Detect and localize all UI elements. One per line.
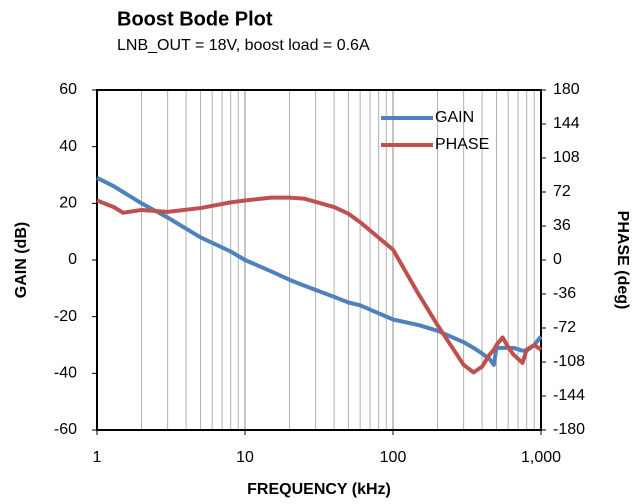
y-axis-label: GAIN (dB)	[13, 222, 30, 298]
y-tick-label: -60	[54, 421, 77, 438]
chart-subtitle: LNB_OUT = 18V, boost load = 0.6A	[117, 37, 370, 54]
y2-tick-label: 36	[553, 217, 571, 234]
x-axis-label: FREQUENCY (kHz)	[247, 481, 391, 498]
x-tick-label: 1	[93, 449, 102, 466]
y2-tick-label: -144	[553, 387, 585, 404]
y-tick-label: 20	[59, 195, 77, 212]
y2-tick-label: 108	[553, 149, 580, 166]
y-tick-label: -40	[54, 365, 77, 382]
y2-tick-label: -36	[553, 285, 576, 302]
y2-tick-label: 0	[553, 251, 562, 268]
y-tick-label: 60	[59, 81, 77, 98]
series-line	[96, 195, 543, 375]
y2-tick-label: 144	[553, 115, 580, 132]
legend-label: PHASE	[435, 136, 489, 153]
x-tick-label: 10	[236, 449, 254, 466]
y2-tick-label: -180	[553, 421, 585, 438]
chart-title: Boost Bode Plot	[117, 8, 273, 30]
series-line	[96, 176, 543, 367]
x-tick-label: 1,000	[521, 449, 561, 466]
plot-frame	[96, 89, 542, 431]
y-tick-label: 40	[59, 138, 77, 155]
y-tick-label: 0	[68, 251, 77, 268]
y-tick-label: -20	[54, 308, 77, 325]
y2-axis-label: PHASE (deg)	[614, 211, 631, 310]
x-tick-label: 100	[380, 449, 407, 466]
legend-label: GAIN	[435, 109, 474, 126]
y2-tick-label: 72	[553, 183, 571, 200]
y2-tick-label: 180	[553, 81, 580, 98]
y2-tick-label: -72	[553, 319, 576, 336]
y2-tick-label: -108	[553, 353, 585, 370]
